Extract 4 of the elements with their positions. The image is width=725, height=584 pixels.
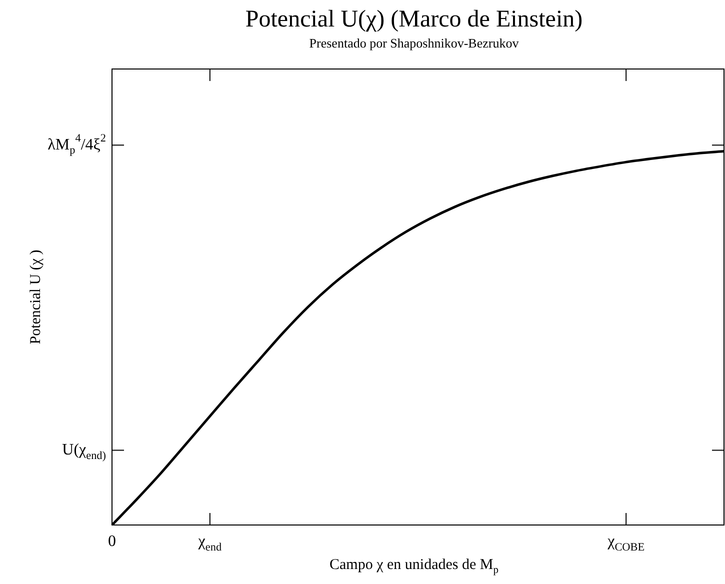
chart-title: Potencial U(χ) (Marco de Einstein) bbox=[245, 6, 583, 32]
y-axis-title: Potencial U (χ ) bbox=[28, 250, 44, 344]
x-tick-label: 0 bbox=[108, 533, 116, 550]
chart-subtitle: Presentado por Shaposhnikov-Bezrukov bbox=[309, 35, 520, 50]
